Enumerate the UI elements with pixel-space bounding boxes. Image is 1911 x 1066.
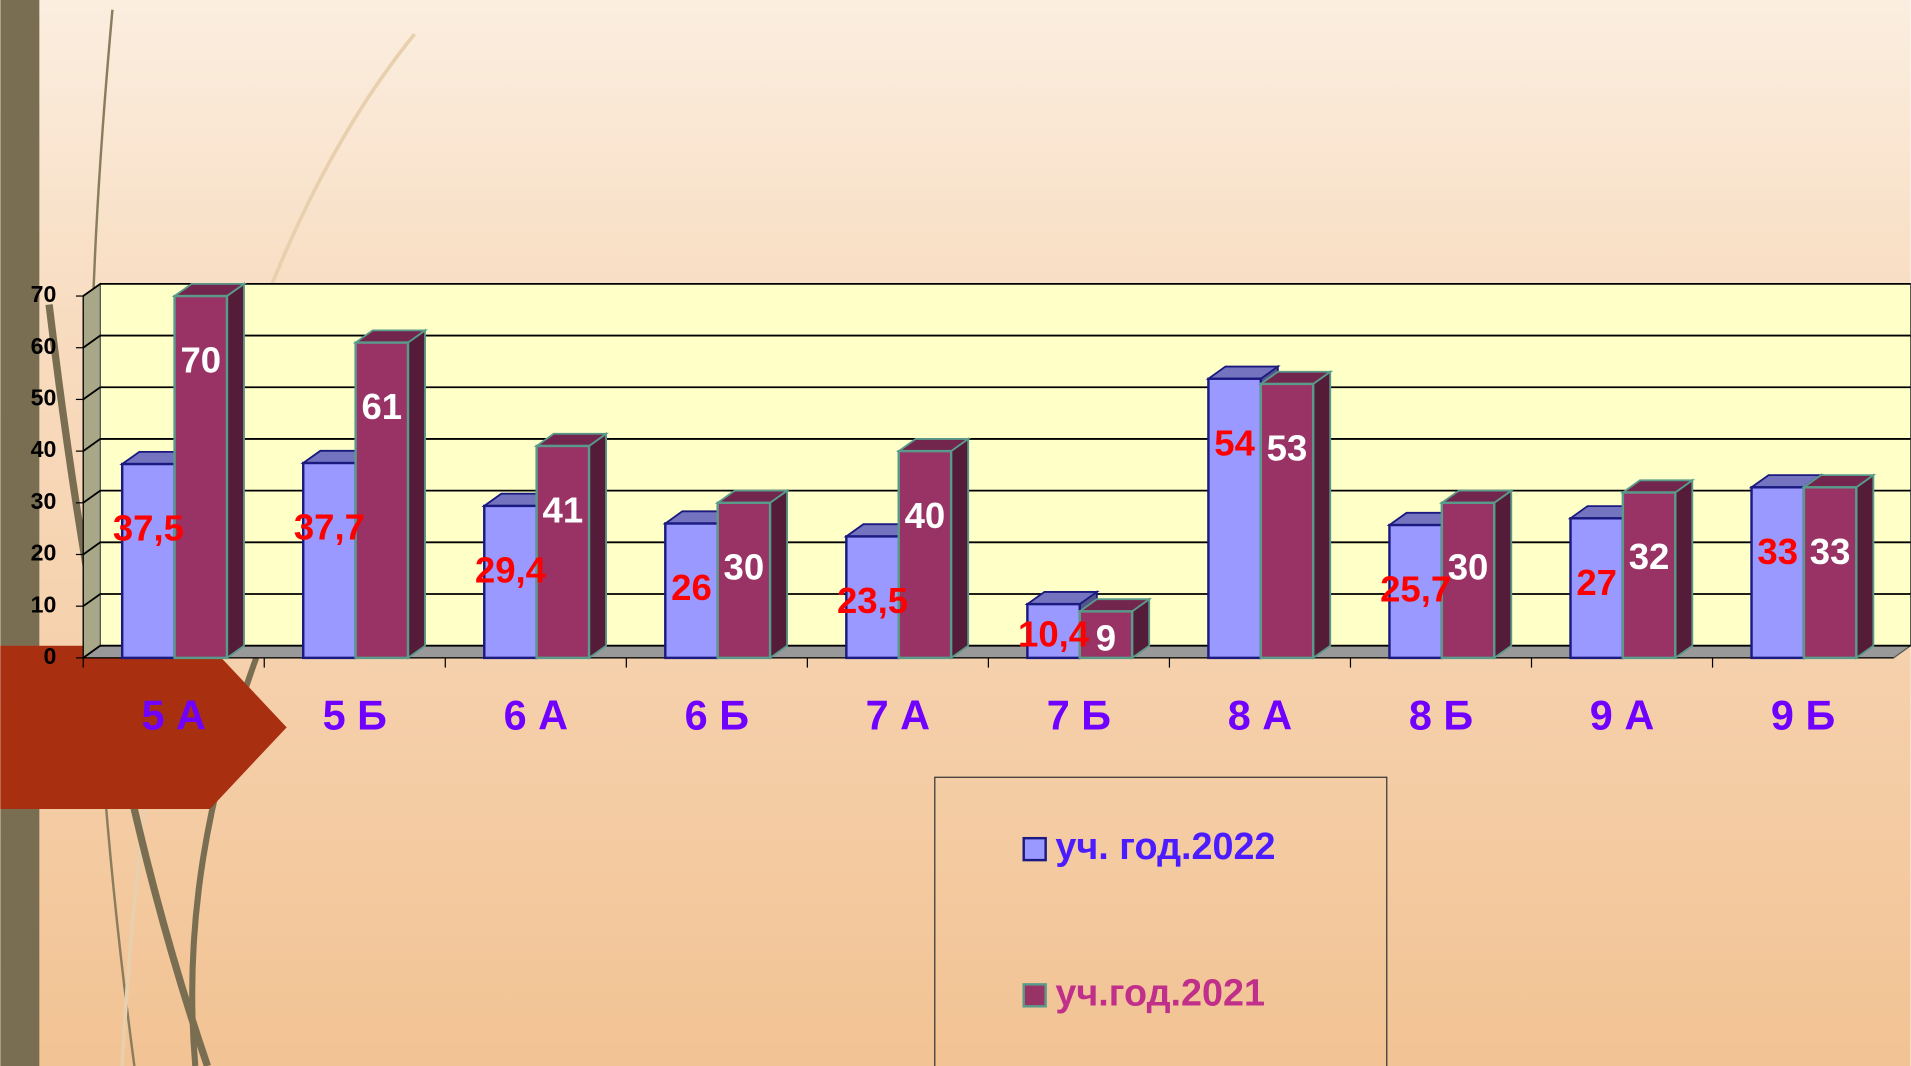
- bar-side: [226, 282, 245, 660]
- bar: [173, 294, 229, 660]
- arrow-banner: [0, 645, 287, 809]
- bar: [302, 461, 357, 660]
- bar: [1259, 382, 1315, 660]
- y-tick-label: 70: [31, 281, 57, 307]
- y-tick-label: 0: [44, 643, 57, 669]
- bar: [120, 462, 176, 660]
- bar: [354, 341, 410, 660]
- bar: [1569, 517, 1625, 660]
- bar: [1750, 486, 1806, 660]
- bar-side: [407, 328, 426, 660]
- bar-side: [1312, 369, 1332, 660]
- data-label: 70: [180, 340, 221, 381]
- bar-side: [950, 437, 970, 660]
- side-strip: [0, 0, 40, 1066]
- bar: [535, 444, 591, 660]
- chart: 0 10 20 30 40 50 60 70 5 А 5 Б 6 А 6 Б 7 А 7 Б 8 А 8 Б 9…: [31, 281, 1911, 1014]
- legend-label: уч. год.2022: [1055, 826, 1275, 868]
- data-label: 41: [543, 490, 584, 531]
- data-label: 23,5: [837, 580, 908, 621]
- bar: [1026, 602, 1081, 660]
- x-tick-label: 7 А: [866, 693, 930, 739]
- y-tick-label: 40: [31, 436, 57, 462]
- bar-side: [1674, 478, 1694, 660]
- data-label: 53: [1267, 428, 1308, 469]
- bar: [897, 449, 953, 660]
- legend-label: уч.год.2021: [1055, 972, 1265, 1014]
- y-tick-label: 60: [31, 333, 57, 359]
- bar: [664, 522, 719, 660]
- x-tick-label: 7 Б: [1047, 693, 1111, 739]
- bar-side: [769, 488, 789, 660]
- data-label: 9: [1096, 617, 1116, 658]
- bar-side: [1493, 488, 1513, 660]
- x-tick-label: 6 Б: [685, 693, 749, 739]
- data-label: 25,7: [1380, 569, 1451, 610]
- legend-swatch: [1022, 983, 1047, 1008]
- bar-side: [588, 431, 608, 660]
- data-label: 37,5: [113, 508, 184, 549]
- x-tick-label: 9 Б: [1771, 693, 1835, 739]
- y-tick-label: 30: [31, 488, 57, 514]
- bar: [716, 501, 772, 660]
- bar: [1388, 523, 1444, 660]
- x-tick-label: 5 Б: [323, 693, 387, 739]
- x-tick-label: 9 А: [1590, 693, 1654, 739]
- data-label: 30: [724, 546, 765, 587]
- data-label: 29,4: [475, 550, 547, 591]
- data-label: 33: [1757, 531, 1798, 572]
- data-label: 33: [1810, 531, 1851, 572]
- y-tick-label: 10: [31, 591, 57, 617]
- bar-side: [1855, 473, 1875, 660]
- legend-swatch: [1022, 836, 1047, 862]
- data-label: 40: [905, 495, 946, 536]
- grid-line: [82, 282, 1911, 297]
- x-tick-label: 8 Б: [1409, 693, 1473, 739]
- bar: [1440, 501, 1496, 660]
- data-label: 61: [361, 386, 402, 427]
- x-tick-label: 5 А: [142, 693, 206, 739]
- grid-line: [82, 334, 1911, 349]
- data-label: 26: [671, 567, 712, 608]
- x-tick-label: 8 А: [1228, 693, 1292, 739]
- data-label: 54: [1214, 422, 1255, 463]
- side-wall: [82, 282, 101, 660]
- data-label: 32: [1629, 536, 1670, 577]
- bar: [1621, 491, 1677, 660]
- y-tick-label: 50: [31, 385, 57, 411]
- data-label: 30: [1448, 546, 1489, 587]
- legend-box: [934, 776, 1388, 1066]
- bar: [483, 504, 538, 660]
- x-tick-label: 6 А: [504, 693, 568, 739]
- data-label: 10,4: [1018, 614, 1090, 655]
- bar: [1207, 377, 1263, 660]
- y-tick-label: 20: [31, 540, 57, 566]
- data-label: 37,7: [294, 507, 365, 548]
- data-label: 27: [1576, 562, 1617, 603]
- bar: [1078, 610, 1134, 660]
- bar: [1802, 486, 1858, 660]
